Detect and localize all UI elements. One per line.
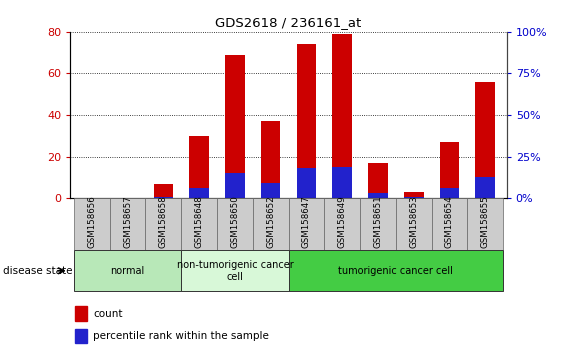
Bar bbox=[289, 198, 324, 250]
Bar bbox=[74, 198, 110, 250]
Bar bbox=[225, 173, 245, 198]
Text: GSM158657: GSM158657 bbox=[123, 195, 132, 248]
Bar bbox=[181, 198, 217, 250]
Bar bbox=[297, 44, 316, 198]
Text: GSM158649: GSM158649 bbox=[338, 195, 347, 248]
Bar bbox=[154, 184, 173, 198]
Bar bbox=[475, 82, 495, 198]
Bar bbox=[289, 250, 503, 291]
Bar bbox=[154, 196, 173, 198]
Bar bbox=[181, 250, 289, 291]
Bar bbox=[475, 177, 495, 198]
Bar bbox=[261, 183, 280, 198]
Bar bbox=[368, 163, 388, 198]
Text: GSM158656: GSM158656 bbox=[87, 195, 96, 248]
Bar bbox=[110, 198, 145, 250]
Bar bbox=[75, 329, 87, 343]
Bar bbox=[332, 167, 352, 198]
Bar bbox=[404, 192, 423, 198]
Bar bbox=[324, 198, 360, 250]
Bar bbox=[467, 198, 503, 250]
Bar bbox=[74, 250, 181, 291]
Text: GSM158652: GSM158652 bbox=[266, 195, 275, 248]
Bar bbox=[145, 198, 181, 250]
Text: GSM158648: GSM158648 bbox=[195, 195, 204, 248]
Text: GSM158658: GSM158658 bbox=[159, 195, 168, 248]
Bar bbox=[396, 198, 432, 250]
Title: GDS2618 / 236161_at: GDS2618 / 236161_at bbox=[216, 16, 361, 29]
Bar bbox=[253, 198, 289, 250]
Bar bbox=[217, 198, 253, 250]
Text: percentile rank within the sample: percentile rank within the sample bbox=[93, 331, 269, 341]
Text: GSM158651: GSM158651 bbox=[373, 195, 382, 248]
Text: GSM158655: GSM158655 bbox=[481, 195, 490, 248]
Text: normal: normal bbox=[110, 266, 145, 276]
Text: GSM158653: GSM158653 bbox=[409, 195, 418, 248]
Text: tumorigenic cancer cell: tumorigenic cancer cell bbox=[338, 266, 453, 276]
Bar bbox=[75, 306, 87, 321]
Text: GSM158650: GSM158650 bbox=[230, 195, 239, 248]
Bar bbox=[189, 136, 209, 198]
Bar bbox=[440, 188, 459, 198]
Bar bbox=[440, 142, 459, 198]
Text: GSM158647: GSM158647 bbox=[302, 195, 311, 248]
Bar bbox=[332, 34, 352, 198]
Text: disease state: disease state bbox=[3, 266, 72, 276]
Bar bbox=[225, 55, 245, 198]
Bar bbox=[432, 198, 467, 250]
Text: count: count bbox=[93, 308, 123, 319]
Bar bbox=[368, 193, 388, 198]
Text: GSM158654: GSM158654 bbox=[445, 195, 454, 248]
Bar bbox=[360, 198, 396, 250]
Bar bbox=[189, 188, 209, 198]
Bar bbox=[404, 196, 423, 198]
Bar bbox=[261, 121, 280, 198]
Bar bbox=[297, 168, 316, 198]
Text: non-tumorigenic cancer
cell: non-tumorigenic cancer cell bbox=[177, 260, 293, 282]
